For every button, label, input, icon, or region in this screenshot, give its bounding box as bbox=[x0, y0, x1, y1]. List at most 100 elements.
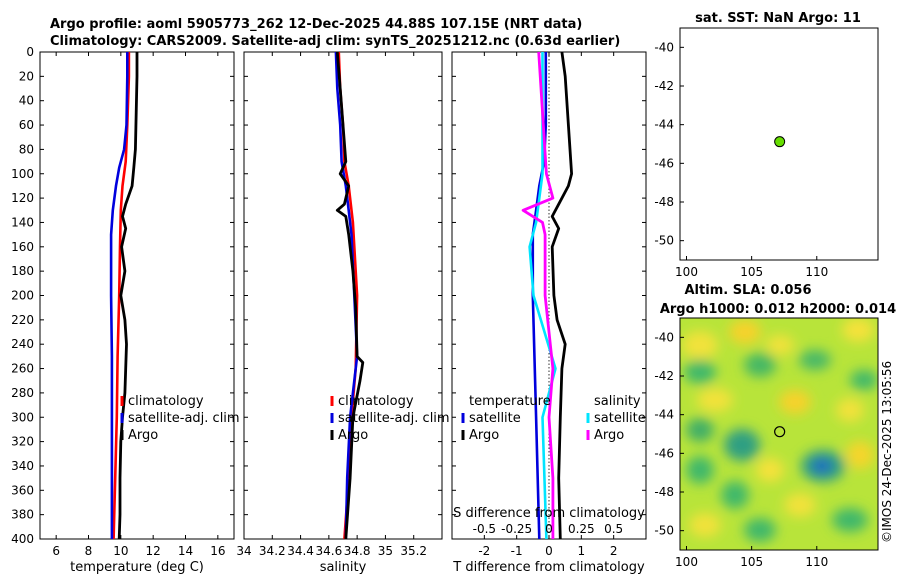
y-tick-label: 120 bbox=[11, 191, 34, 205]
map-y-tick-label: -46 bbox=[654, 156, 674, 170]
salinity-difference-legend-label: satellite bbox=[594, 411, 646, 426]
y-tick-label: 360 bbox=[11, 483, 34, 497]
temperature-difference-legend-label: satellite bbox=[469, 411, 521, 426]
x-tick-label: 0 bbox=[545, 544, 553, 558]
sla-field-patch bbox=[842, 318, 874, 342]
sla-field-patch bbox=[684, 360, 716, 384]
sla-field-patch bbox=[812, 459, 832, 473]
x-tick-label: 2 bbox=[610, 544, 618, 558]
map-y-tick-label: -48 bbox=[654, 485, 674, 499]
temperature-legend-label: climatology bbox=[128, 394, 204, 409]
x-tick-label: 35.2 bbox=[400, 544, 427, 558]
map-x-tick-label: 110 bbox=[805, 265, 828, 279]
x-tick-label: 34.2 bbox=[259, 544, 286, 558]
y-tick-label: 140 bbox=[11, 215, 34, 229]
y-tick-label: 260 bbox=[11, 362, 34, 376]
series-line-s-satellite bbox=[528, 52, 557, 540]
sla-field-patch bbox=[682, 331, 718, 359]
y-tick-label: 0 bbox=[26, 45, 34, 59]
map-y-tick-label: -44 bbox=[654, 118, 674, 132]
x-tick-label: 10 bbox=[113, 544, 128, 558]
figure-title-line2: Climatology: CARS2009. Satellite-adj cli… bbox=[50, 34, 620, 49]
y-tick-label: 340 bbox=[11, 459, 34, 473]
sla-field-patch bbox=[832, 508, 868, 532]
sla-field-patch bbox=[779, 390, 811, 414]
y-tick-label: 400 bbox=[11, 532, 34, 546]
x-tick-label: 16 bbox=[210, 544, 225, 558]
x-tick-label: 12 bbox=[146, 544, 161, 558]
salinity-difference-legend-label: Argo bbox=[594, 428, 624, 443]
salinity-difference-tick-label: 0.25 bbox=[568, 522, 595, 536]
salinity-difference-axis-label: S difference from climatology bbox=[453, 506, 645, 521]
sla-field-patch bbox=[836, 398, 864, 422]
x-tick-label: 34 bbox=[236, 544, 251, 558]
salinity-difference-tick-label: -0.5 bbox=[473, 522, 496, 536]
y-tick-label: 380 bbox=[11, 508, 34, 522]
salinity-difference-tick-label: -0.25 bbox=[501, 522, 532, 536]
temperature-difference-legend-label: temperature bbox=[469, 394, 551, 409]
temperature-difference-legend-label: Argo bbox=[469, 428, 499, 443]
y-tick-label: 20 bbox=[19, 69, 34, 83]
sla-map-title-line2: Argo h1000: 0.012 h2000: 0.014 bbox=[660, 302, 896, 317]
map-y-tick-label: -46 bbox=[654, 446, 674, 460]
y-tick-label: 100 bbox=[11, 167, 34, 181]
map-y-tick-label: -40 bbox=[654, 330, 674, 344]
x-tick-label: 34.6 bbox=[315, 544, 342, 558]
x-axis-label: T difference from climatology bbox=[452, 560, 645, 575]
sla-field-patch bbox=[697, 388, 733, 412]
imos-timestamp-stamp: ©IMOS 24-Dec-2025 13:05:56 bbox=[880, 361, 894, 543]
x-axis-label: salinity bbox=[320, 560, 367, 575]
map-y-tick-label: -50 bbox=[654, 524, 674, 538]
map-y-tick-label: -48 bbox=[654, 195, 674, 209]
y-tick-label: 320 bbox=[11, 435, 34, 449]
x-tick-label: 34.8 bbox=[344, 544, 371, 558]
temperature-legend-label: Argo bbox=[128, 428, 158, 443]
sla-field bbox=[680, 318, 878, 550]
salinity-legend-label: Argo bbox=[338, 428, 368, 443]
x-tick-label: -2 bbox=[478, 544, 490, 558]
series-line-s-argo bbox=[521, 51, 555, 539]
argo-position-marker bbox=[774, 426, 786, 438]
x-tick-label: -1 bbox=[511, 544, 523, 558]
y-tick-label: 40 bbox=[19, 94, 34, 108]
sla-field-patch bbox=[744, 353, 776, 377]
series-line-t-argo bbox=[550, 51, 573, 540]
figure-title-line1: Argo profile: aoml 5905773_262 12-Dec-20… bbox=[50, 17, 582, 32]
sst-map-panel: -40 -42 -44 -46 -48 -50 100 105 110 bbox=[654, 27, 879, 279]
sla-field-patch bbox=[846, 441, 874, 469]
y-tick-label: 60 bbox=[19, 118, 34, 132]
sla-field-patch bbox=[724, 429, 760, 461]
sla-map-title-line1: Altim. SLA: 0.056 bbox=[685, 283, 812, 298]
y-tick-label: 80 bbox=[19, 142, 34, 156]
map-y-tick-label: -44 bbox=[654, 408, 674, 422]
sla-field-patch bbox=[729, 320, 761, 344]
salinity-difference-tick-label: 0 bbox=[545, 522, 553, 536]
y-tick-label: 220 bbox=[11, 313, 34, 327]
difference-panel: -2 -1 0 1 2 T difference from climatology S di… bbox=[451, 51, 647, 575]
salinity-difference-tick-label: 0.5 bbox=[604, 522, 623, 536]
temperature-legend-label: satellite-adj. clim bbox=[128, 411, 240, 426]
map-x-tick-label: 100 bbox=[675, 265, 698, 279]
x-tick-label: 35 bbox=[378, 544, 393, 558]
y-tick-label: 280 bbox=[11, 386, 34, 400]
map-x-tick-label: 105 bbox=[740, 265, 763, 279]
x-tick-label: 34.4 bbox=[287, 544, 314, 558]
salinity-difference-legend-label: salinity bbox=[594, 394, 641, 409]
map-x-tick-label: 100 bbox=[675, 555, 698, 569]
map-x-tick-label: 110 bbox=[805, 555, 828, 569]
salinity-legend-label: satellite-adj. clim bbox=[338, 411, 450, 426]
temperature-panel: 0 20 40 60 80 100 120 140 160 180 200 220 240 260 280 3… bbox=[11, 45, 240, 575]
x-tick-label: 14 bbox=[178, 544, 193, 558]
map-x-tick-label: 105 bbox=[740, 555, 763, 569]
sla-field-patch bbox=[689, 513, 721, 537]
series-line-satellite-adj-clim bbox=[109, 52, 129, 539]
sla-field-patch bbox=[784, 493, 816, 517]
map-y-tick-label: -42 bbox=[654, 369, 674, 383]
y-tick-label: 160 bbox=[11, 240, 34, 254]
y-tick-label: 240 bbox=[11, 337, 34, 351]
sst-map-title: sat. SST: NaN Argo: 11 bbox=[695, 11, 861, 26]
series-line-argo bbox=[335, 51, 365, 540]
sla-field-patch bbox=[799, 350, 831, 370]
sla-map-panel: -40 -42 -44 -46 -48 -50 100 105 110 bbox=[654, 317, 879, 569]
